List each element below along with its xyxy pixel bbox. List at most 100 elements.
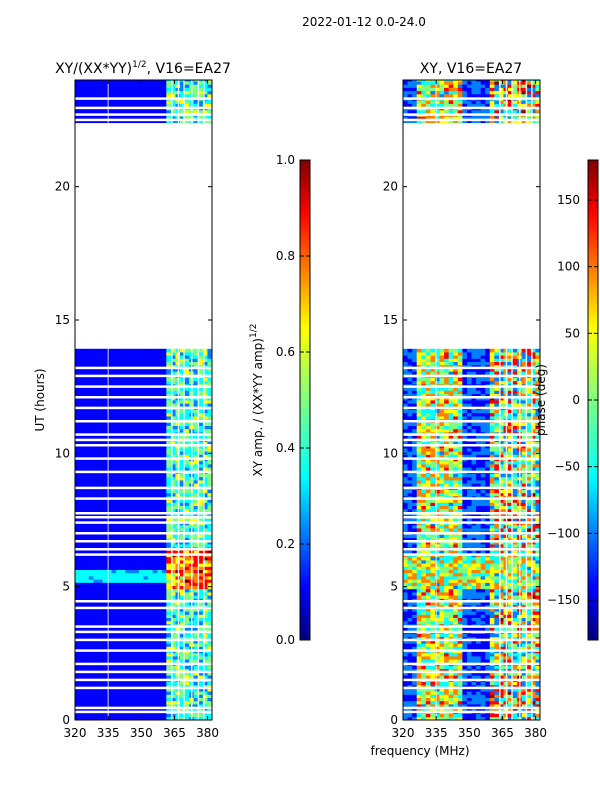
heatmap-cell xyxy=(75,636,80,641)
heatmap-cell xyxy=(184,681,190,686)
heatmap-cell xyxy=(138,582,144,586)
heatmap-cell xyxy=(530,672,536,676)
heatmap-cell xyxy=(198,627,204,631)
heatmap-cell xyxy=(184,483,190,487)
heatmap-cell xyxy=(75,656,80,660)
heatmap-cell xyxy=(125,505,131,510)
heatmap-cell xyxy=(134,109,140,114)
heatmap-cell xyxy=(180,396,185,401)
heatmap-cell xyxy=(166,694,172,698)
heatmap-cell xyxy=(134,643,140,647)
heatmap-cell xyxy=(143,400,149,404)
heatmap-cell xyxy=(75,90,80,95)
heatmap-cell xyxy=(120,556,126,561)
heatmap-cell xyxy=(97,396,103,401)
heatmap-cell xyxy=(157,390,163,394)
heatmap-cell xyxy=(403,611,408,615)
heatmap-cell xyxy=(462,675,468,679)
heatmap-cell xyxy=(116,93,122,98)
heatmap-cell xyxy=(79,560,85,564)
heatmap-cell xyxy=(79,483,85,487)
heatmap-cell xyxy=(106,640,112,644)
heatmap-cell xyxy=(134,473,140,478)
heatmap-cell xyxy=(148,81,154,85)
heatmap-cell xyxy=(143,508,149,513)
heatmap-cell xyxy=(152,364,158,369)
heatmap-cell xyxy=(453,636,459,641)
heatmap-cell xyxy=(453,668,459,673)
heatmap-cell xyxy=(88,576,94,580)
heatmap-cell xyxy=(138,588,144,593)
heatmap-cell xyxy=(129,716,135,720)
heatmap-cell xyxy=(180,524,185,529)
heatmap-cell xyxy=(125,572,131,577)
heatmap-cell xyxy=(148,694,154,698)
flagged-channel xyxy=(203,80,205,720)
heatmap-cell xyxy=(485,694,491,698)
heatmap-cell xyxy=(111,119,117,124)
heatmap-cell xyxy=(462,640,468,644)
heatmap-cell xyxy=(129,109,135,114)
heatmap-cell xyxy=(166,604,172,609)
heatmap-cell xyxy=(157,688,163,692)
heatmap-cell xyxy=(129,425,135,430)
heatmap-cell xyxy=(193,81,199,85)
heatmap-cell xyxy=(193,585,199,590)
heatmap-cell xyxy=(79,633,85,638)
heatmap-cell xyxy=(106,499,112,503)
heatmap-cell xyxy=(120,396,126,401)
heatmap-cell xyxy=(75,116,80,120)
heatmap-cell xyxy=(444,697,450,702)
heatmap-cell xyxy=(161,396,167,401)
heatmap-cell xyxy=(193,560,199,564)
heatmap-cell xyxy=(193,617,199,622)
heatmap-cell xyxy=(143,566,149,570)
heatmap-cell xyxy=(75,444,80,449)
heatmap-cell xyxy=(521,620,527,625)
heatmap-cell xyxy=(116,540,122,545)
heatmap-cell xyxy=(526,716,532,720)
heatmap-cell xyxy=(134,403,140,407)
heatmap-cell xyxy=(430,700,436,705)
heatmap-cell xyxy=(111,633,117,638)
heatmap-cell xyxy=(106,633,112,638)
heatmap-cell xyxy=(120,464,126,468)
heatmap-cell xyxy=(93,499,99,503)
heatmap-cell xyxy=(193,540,199,545)
heatmap-cell xyxy=(97,544,103,548)
heatmap-cell xyxy=(138,617,144,622)
heatmap-cell xyxy=(161,716,167,720)
heatmap-cell xyxy=(120,416,126,420)
heatmap-cell xyxy=(193,502,199,506)
heatmap-cell xyxy=(134,508,140,513)
y-tick-label: 10 xyxy=(55,446,70,460)
heatmap-cell xyxy=(152,576,158,580)
heatmap-cell xyxy=(425,713,431,718)
heatmap-cell xyxy=(453,688,459,692)
heatmap-cell xyxy=(84,103,90,108)
heatmap-cell xyxy=(116,544,122,548)
heatmap-cell xyxy=(152,90,158,95)
heatmap-cell xyxy=(134,627,140,631)
heatmap-cell xyxy=(198,380,204,385)
heatmap-cell xyxy=(134,646,140,650)
heatmap-cell xyxy=(157,684,163,689)
heatmap-cell xyxy=(84,550,90,554)
heatmap-cell xyxy=(157,460,163,465)
heatmap-cell xyxy=(421,659,427,663)
heatmap-cell xyxy=(535,716,540,720)
heatmap-cell xyxy=(489,716,495,720)
heatmap-cell xyxy=(166,425,172,430)
heatmap-cell xyxy=(207,416,212,420)
heatmap-cell xyxy=(143,90,149,95)
heatmap-cell xyxy=(129,396,135,401)
heatmap-cell xyxy=(106,441,112,446)
heatmap-cell xyxy=(180,544,185,548)
heatmap-cell xyxy=(134,377,140,382)
heatmap-cell xyxy=(202,473,208,478)
heatmap-cell xyxy=(193,604,199,609)
heatmap-cell xyxy=(143,409,149,414)
heatmap-cell xyxy=(106,569,112,574)
heatmap-cell xyxy=(198,448,204,452)
heatmap-cell xyxy=(444,675,450,679)
